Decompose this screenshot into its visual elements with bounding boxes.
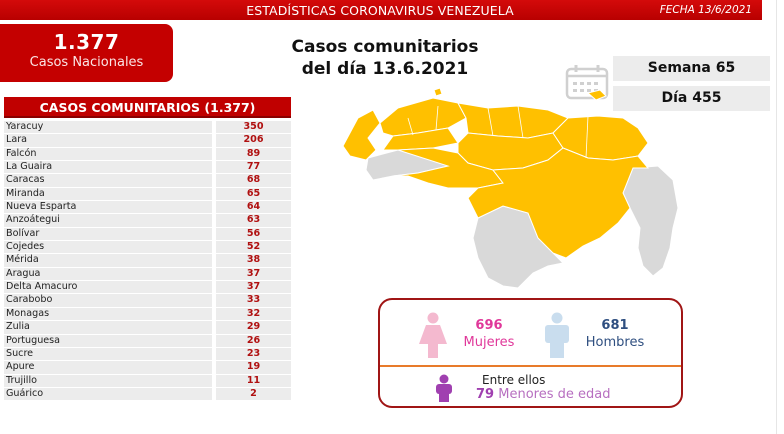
state-name: Caracas — [4, 174, 212, 188]
state-cases: 23 — [216, 347, 291, 362]
state-name: Portuguesa — [4, 334, 212, 348]
child-figure-icon — [436, 374, 452, 402]
state-cases: 206 — [216, 134, 291, 148]
state-name: Delta Amacuro — [4, 281, 212, 295]
table-row: Carabobo 33 — [4, 294, 291, 308]
table-row: Cojedes 52 — [4, 241, 291, 255]
table-row: Anzoátegui 63 — [4, 214, 291, 228]
demographics-panel: 696 Mujeres 681 Hombres Entre ellos 79 M… — [378, 298, 683, 408]
state-cases: 52 — [216, 241, 291, 255]
table-row: Trujillo 11 — [4, 374, 291, 388]
state-cases: 89 — [216, 147, 291, 162]
national-cases-label: Casos Nacionales — [29, 55, 144, 70]
state-cases: 37 — [216, 281, 291, 295]
state-cases: 63 — [216, 214, 291, 228]
state-cases: 29 — [216, 321, 291, 335]
state-cases: 37 — [216, 267, 291, 282]
state-cases: 65 — [216, 187, 291, 202]
table-row: Aragua 37 — [4, 267, 291, 282]
state-cases: 38 — [216, 254, 291, 268]
state-name: Aragua — [4, 267, 212, 282]
panel-divider — [380, 365, 681, 367]
table-row: Miranda 65 — [4, 187, 291, 202]
table-row: Caracas 68 — [4, 174, 291, 188]
minors-count: 79 — [476, 387, 495, 402]
header-date: FECHA 13/6/2021 — [659, 4, 752, 16]
header-bar: ESTADÍSTICAS CORONAVIRUS VENEZUELA FECHA… — [0, 0, 762, 20]
state-name: Falcón — [4, 147, 212, 162]
table-row: Portuguesa 26 — [4, 334, 291, 348]
state-cases: 11 — [216, 374, 291, 388]
female-figure-icon — [419, 312, 447, 358]
state-name: Anzoátegui — [4, 214, 212, 228]
state-cases: 26 — [216, 334, 291, 348]
table-row: La Guaira 77 — [4, 161, 291, 175]
state-name: Monagas — [4, 307, 212, 322]
header-title: ESTADÍSTICAS CORONAVIRUS VENEZUELA — [246, 3, 514, 18]
venezuela-map — [342, 88, 679, 289]
minors-intro: Entre ellos — [482, 373, 546, 387]
national-cases-value: 1.377 — [53, 30, 120, 54]
state-name: Yaracuy — [4, 121, 212, 135]
women-label: Mujeres — [463, 335, 515, 350]
page-title-line2: del día 13.6.2021 — [301, 59, 469, 79]
state-name: Lara — [4, 134, 212, 148]
state-cases: 33 — [216, 294, 291, 308]
state-name: Cojedes — [4, 241, 212, 255]
table-row: Monagas 32 — [4, 307, 291, 322]
state-name: Sucre — [4, 347, 212, 362]
state-name: Zulia — [4, 321, 212, 335]
table-row: Mérida 38 — [4, 254, 291, 268]
community-cases-table-header: CASOS COMUNITARIOS (1.377) — [4, 97, 291, 118]
women-count: 696 — [475, 318, 503, 333]
table-row: Delta Amacuro 37 — [4, 281, 291, 295]
state-cases: 64 — [216, 201, 291, 215]
community-cases-table: Yaracuy 350 Lara 206 Falcón 89 La Guaira 77 Cara… — [4, 121, 291, 402]
table-row: Zulia 29 — [4, 321, 291, 335]
state-name: Guárico — [4, 387, 212, 402]
week-number: Semana 65 — [613, 56, 770, 81]
male-figure-icon — [545, 312, 569, 358]
calendar-icon — [565, 65, 609, 100]
day-number: Día 455 — [613, 86, 770, 111]
state-name: Apure — [4, 361, 212, 375]
page-title-line1: Casos comunitarios — [291, 37, 479, 57]
table-row: Yaracuy 350 — [4, 121, 291, 135]
minors-label: Menores de edad — [498, 387, 611, 402]
state-name: Carabobo — [4, 294, 212, 308]
state-name: Mérida — [4, 254, 212, 268]
table-row: Sucre 23 — [4, 347, 291, 362]
state-cases: 19 — [216, 361, 291, 375]
state-name: Miranda — [4, 187, 212, 202]
page-title: Casos comunitarios del día 13.6.2021 — [270, 36, 500, 80]
table-row: Apure 19 — [4, 361, 291, 375]
state-cases: 2 — [216, 387, 291, 402]
state-cases: 77 — [216, 161, 291, 175]
right-edge-divider — [776, 0, 777, 434]
state-name: Nueva Esparta — [4, 201, 212, 215]
state-cases: 68 — [216, 174, 291, 188]
state-cases: 350 — [216, 121, 291, 135]
state-name: La Guaira — [4, 161, 212, 175]
state-name: Bolívar — [4, 227, 212, 242]
men-label: Hombres — [585, 335, 645, 350]
state-name: Trujillo — [4, 374, 212, 388]
national-cases-box: 1.377 Casos Nacionales — [0, 24, 173, 82]
table-row: Nueva Esparta 64 — [4, 201, 291, 215]
table-row: Falcón 89 — [4, 147, 291, 162]
table-row: Bolívar 56 — [4, 227, 291, 242]
men-count: 681 — [601, 318, 629, 333]
minors-line: 79 Menores de edad — [476, 387, 610, 402]
table-row: Guárico 2 — [4, 387, 291, 402]
state-cases: 32 — [216, 307, 291, 322]
state-cases: 56 — [216, 227, 291, 242]
table-row: Lara 206 — [4, 134, 291, 148]
